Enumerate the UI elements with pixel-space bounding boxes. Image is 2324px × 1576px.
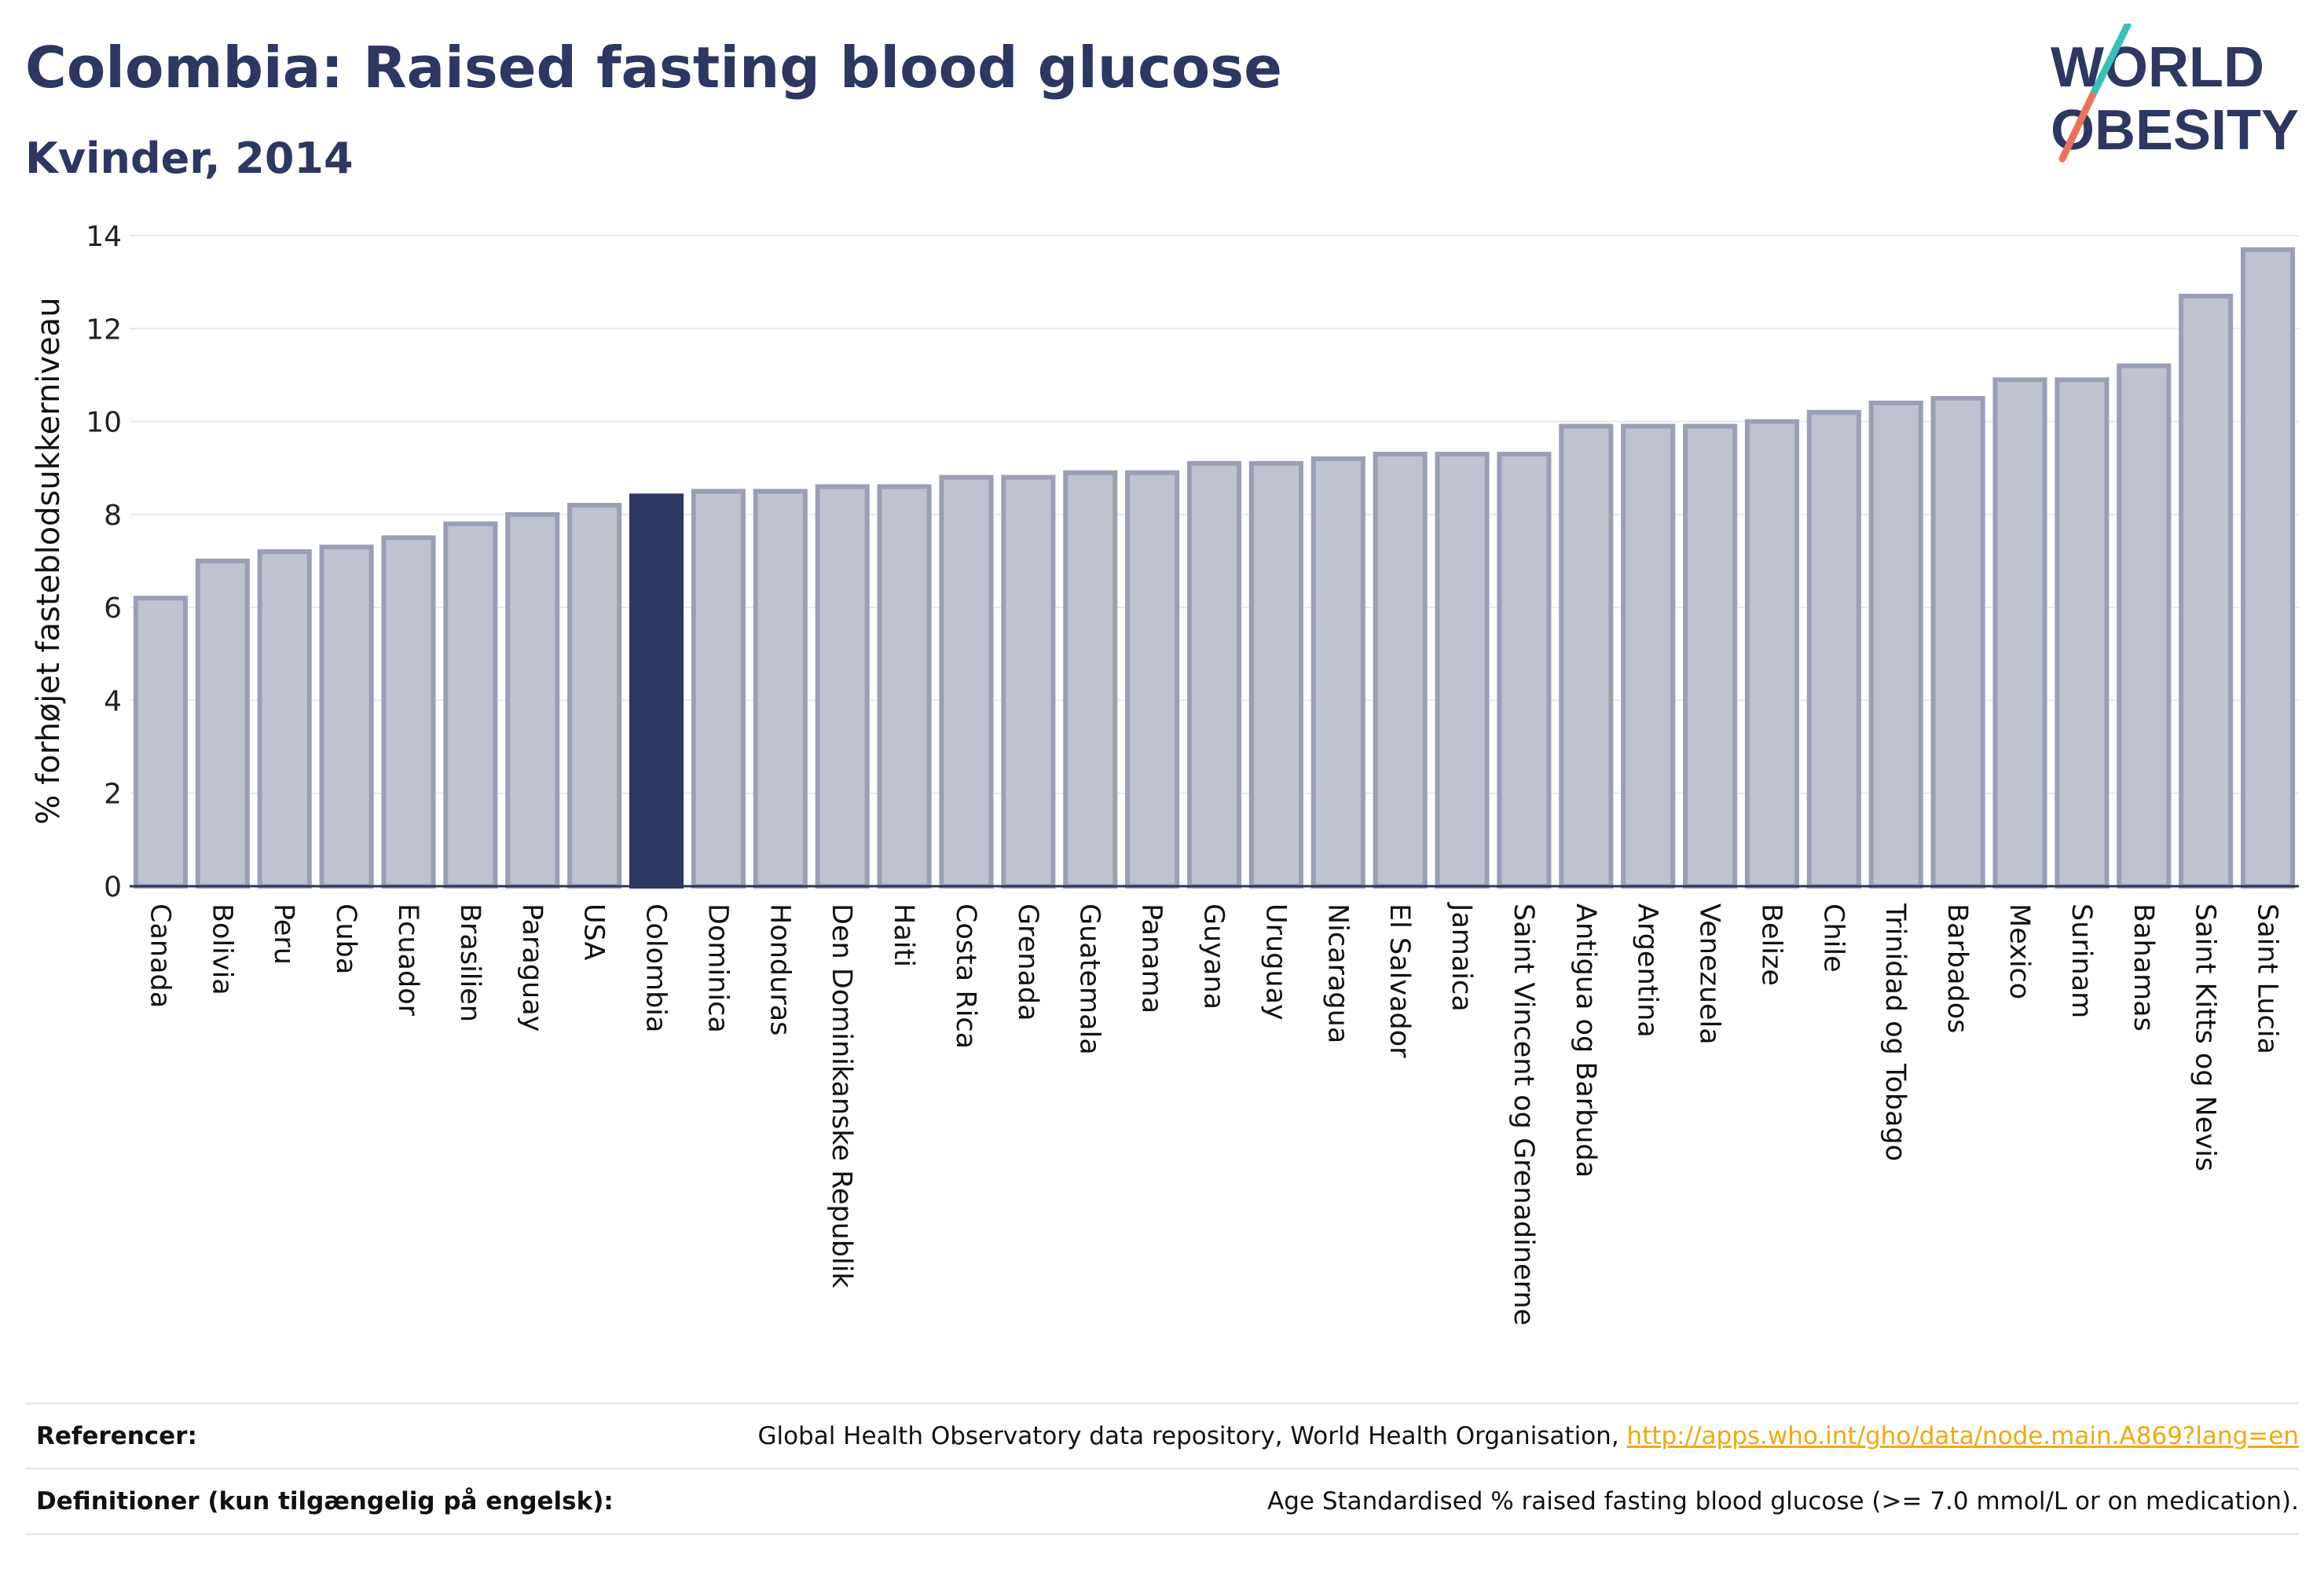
bar xyxy=(2117,363,2172,889)
x-tick-label: Paraguay xyxy=(516,903,548,1032)
bar xyxy=(1930,396,1985,889)
x-tick-label: Costa Rica xyxy=(950,903,981,1049)
logo-teal-slash xyxy=(2088,24,2132,100)
x-tick-label: Honduras xyxy=(764,903,795,1035)
bar xyxy=(1559,423,1614,889)
logo-line2: OBESITY xyxy=(2051,99,2299,162)
y-tick-label: 14 xyxy=(86,221,122,253)
y-tick-label: 0 xyxy=(104,871,122,903)
bar xyxy=(1868,400,1923,889)
y-tick-label: 6 xyxy=(104,592,122,625)
x-tick-label: Barbados xyxy=(1941,903,1973,1033)
references-link[interactable]: http://apps.who.int/gho/data/node.main.A… xyxy=(1626,1422,2299,1450)
x-tick-label: Ecuador xyxy=(392,903,423,1017)
bar xyxy=(1435,451,1490,889)
bar xyxy=(753,489,808,889)
bar xyxy=(319,544,374,889)
references-label: Referencer: xyxy=(36,1422,197,1450)
bar xyxy=(1992,377,2047,889)
definitions-label: Definitioner (kun tilgængelig på engelsk… xyxy=(36,1487,614,1516)
x-tick-label: Belize xyxy=(1755,903,1787,986)
y-tick-label: 8 xyxy=(104,500,122,532)
x-tick-label: USA xyxy=(578,903,610,960)
bar xyxy=(257,549,312,889)
x-tick-label: Saint Kitts og Nevis xyxy=(2190,903,2221,1171)
chart-title: Colombia: Raised fasting blood glucose xyxy=(25,35,1282,101)
references-value: Global Health Observatory data repositor… xyxy=(757,1422,2299,1450)
x-tick-label: Cuba xyxy=(330,903,361,974)
bar xyxy=(1125,470,1180,889)
bar xyxy=(691,489,746,889)
bar xyxy=(939,475,994,889)
x-tick-label: Antigua og Barbuda xyxy=(1570,903,1601,1178)
x-tick-label: Dominica xyxy=(702,903,733,1033)
logo-line1: WORLD xyxy=(2051,36,2264,99)
bar xyxy=(2055,377,2110,889)
chart-footer: Referencer: Global Health Observatory da… xyxy=(25,1402,2299,1535)
definitions-text: Age Standardised % raised fasting blood … xyxy=(1267,1487,2299,1516)
x-tick-label: Chile xyxy=(1817,903,1849,973)
bar xyxy=(443,521,498,889)
y-tick-label: 12 xyxy=(86,313,122,346)
bar xyxy=(629,493,684,889)
x-tick-label: Saint Vincent og Grenadinerne xyxy=(1508,903,1539,1325)
logo-coral-slash xyxy=(2058,92,2096,163)
bar xyxy=(1744,419,1800,889)
bar xyxy=(1310,456,1365,889)
bar xyxy=(1621,423,1676,889)
bar xyxy=(133,596,188,889)
bar xyxy=(1001,475,1056,889)
bar xyxy=(1373,451,1428,889)
bar xyxy=(1497,451,1552,889)
bar xyxy=(1683,423,1738,889)
bar xyxy=(877,484,932,889)
x-tick-label: El Salvador xyxy=(1384,903,1415,1058)
world-obesity-logo: WORLD OBESITY xyxy=(2051,24,2299,163)
bar-chart: 0 2 4 6 8 10 12 14 % forhøjet fasteblodsukkerniv… xyxy=(31,221,2299,1325)
bar xyxy=(567,503,622,889)
bar xyxy=(1248,460,1303,889)
definitions-row: Definitioner (kun tilgængelig på engelsk… xyxy=(25,1468,2299,1535)
x-tick-label: Canada xyxy=(144,903,175,1008)
x-tick-label: Mexico xyxy=(2003,903,2035,999)
x-tick-label: Den Dominikanske Republik xyxy=(826,903,857,1288)
x-tick-label: Bahamas xyxy=(2128,903,2159,1032)
x-tick-label: Brasilien xyxy=(454,903,486,1022)
x-tick-label: Colombia xyxy=(640,903,672,1032)
x-tick-label: Jamaica xyxy=(1446,902,1477,1012)
y-tick-label: 2 xyxy=(104,779,122,811)
x-tick-label: Guyana xyxy=(1198,903,1230,1010)
bar xyxy=(815,484,870,889)
y-tick-label: 10 xyxy=(86,407,122,439)
chart-subtitle: Kvinder, 2014 xyxy=(25,134,354,183)
x-tick-label: Surinam xyxy=(2066,903,2097,1018)
x-tick-label: Grenada xyxy=(1012,903,1043,1021)
bar xyxy=(381,535,436,889)
bar xyxy=(1186,460,1242,889)
bar xyxy=(2179,293,2234,889)
y-axis-title: % forhøjet fasteblodsukkerniveau xyxy=(31,297,67,824)
bar xyxy=(1806,409,1861,889)
x-tick-label: Trinidad og Tobago xyxy=(1879,903,1911,1161)
x-tick-label: Guatemala xyxy=(1074,903,1105,1055)
x-tick-label: Argentina xyxy=(1632,903,1663,1038)
bar xyxy=(505,511,560,889)
x-tick-label: Saint Lucia xyxy=(2252,903,2283,1054)
bar xyxy=(2241,247,2296,889)
bar xyxy=(195,559,250,889)
y-tick-label: 4 xyxy=(104,685,122,717)
x-tick-label: Nicaragua xyxy=(1321,903,1353,1043)
x-tick-label: Uruguay xyxy=(1259,903,1291,1021)
x-tick-label: Haiti xyxy=(888,903,919,967)
x-tick-label: Venezuela xyxy=(1694,903,1725,1045)
bar xyxy=(1063,470,1118,889)
x-tick-label: Panama xyxy=(1136,903,1167,1013)
references-row: Referencer: Global Health Observatory da… xyxy=(25,1402,2299,1468)
x-tick-label: Peru xyxy=(268,903,299,965)
references-text: Global Health Observatory data repositor… xyxy=(757,1422,1627,1450)
x-tick-label: Bolivia xyxy=(206,903,237,995)
